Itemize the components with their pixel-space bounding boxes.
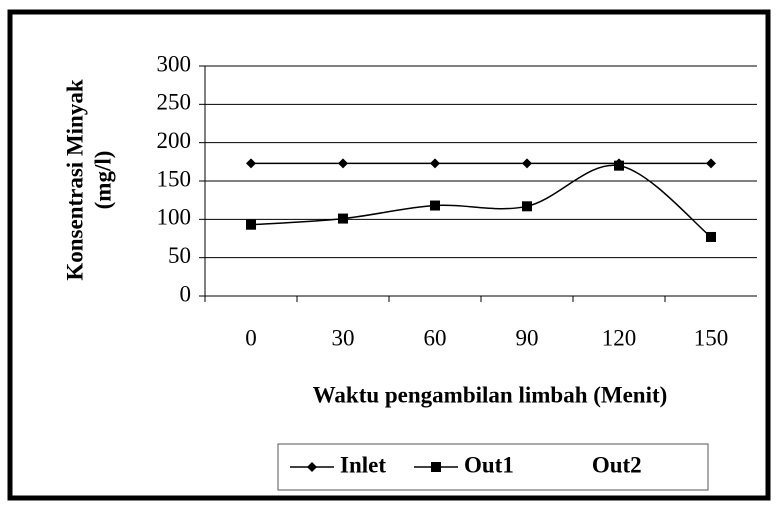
x-axis-title: Waktu pengambilan limbah (Menit) [313, 382, 668, 407]
y-tick-label: 0 [180, 281, 192, 306]
legend-item: Out2 [592, 452, 642, 477]
y-axis-title: Konsentrasi Minyak (mg/l) [62, 79, 115, 280]
point [614, 160, 624, 171]
y-tick-label: 300 [157, 51, 192, 76]
point [246, 158, 256, 169]
y-tick-label: 150 [157, 166, 192, 191]
point [706, 158, 716, 169]
legend-box [277, 443, 709, 491]
point [522, 201, 532, 212]
point [430, 158, 440, 169]
point [338, 213, 348, 224]
point [307, 462, 317, 472]
y-axis-title-line: (mg/l) [90, 151, 115, 210]
legend-item: Inlet [290, 452, 386, 477]
y-tick-label: 50 [168, 243, 191, 268]
y-tick-label: 200 [157, 128, 192, 153]
point [430, 200, 440, 211]
x-tick-label: 30 [332, 325, 355, 350]
x-tick-label: 120 [602, 325, 637, 350]
x-tick-label: 150 [694, 325, 729, 350]
y-tick-label: 250 [157, 90, 192, 115]
point [522, 158, 532, 169]
chart-frame [7, 9, 771, 501]
point [431, 462, 441, 472]
legend-item: Out1 [414, 452, 514, 477]
x-tick-label: 60 [424, 325, 447, 350]
y-tick-label: 100 [157, 205, 192, 230]
x-tick-label: 0 [245, 325, 257, 350]
legend-label: Inlet [340, 452, 386, 477]
point [338, 158, 348, 169]
point [706, 231, 716, 242]
x-tick-label: 90 [516, 325, 539, 350]
point [246, 219, 256, 230]
legend-label: Out1 [464, 452, 514, 477]
legend-label: Out2 [592, 452, 642, 477]
y-axis-title-line: Konsentrasi Minyak [62, 79, 87, 280]
